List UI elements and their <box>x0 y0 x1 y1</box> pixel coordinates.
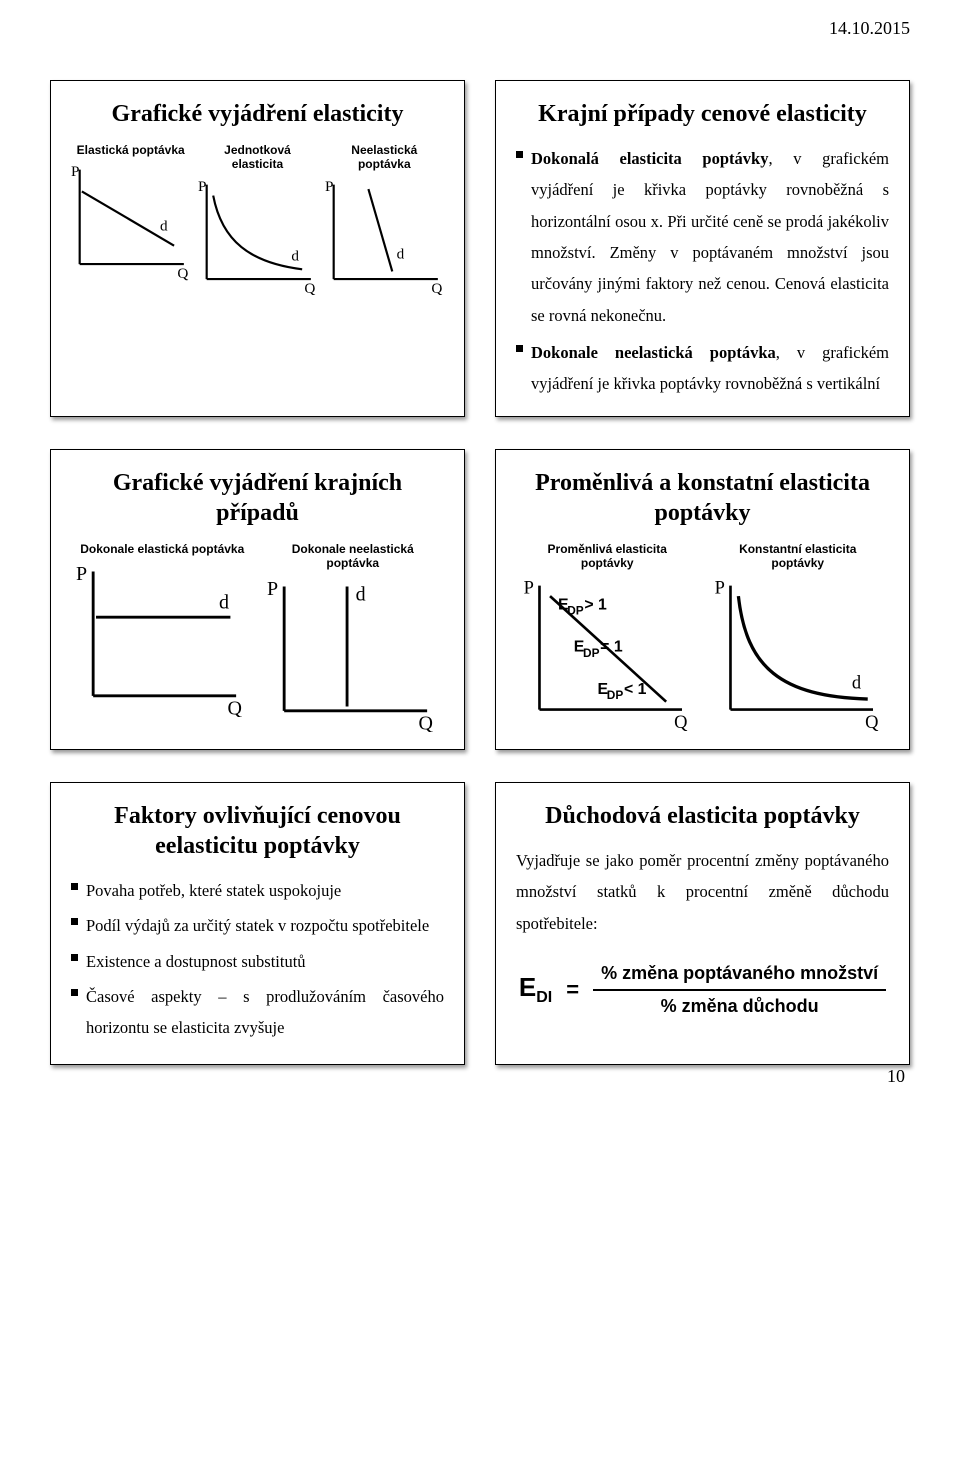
chart-elastic: Elastická poptávka P Q d <box>71 143 190 295</box>
list-item: Povaha potřeb, které statek uspokojuje <box>71 875 444 906</box>
svg-text:d: d <box>396 245 404 262</box>
bullet-icon <box>516 345 523 352</box>
svg-text:d: d <box>852 672 862 692</box>
panel-title: Proměnlivá a konstatní elasticita poptáv… <box>516 468 889 528</box>
bold-term: Dokonale neelastická poptávka <box>531 343 776 362</box>
panel-extreme-cases-text: Krajní případy cenové elasticity Dokonal… <box>495 80 910 417</box>
list-item: Časové aspekty – s prodlužováním časovéh… <box>71 981 444 1044</box>
chart-svg: P Q d <box>325 176 444 295</box>
chart-svg: P Q d <box>76 560 248 717</box>
bullet-icon <box>516 151 523 158</box>
equals-sign: = <box>566 977 579 1003</box>
page-number: 10 <box>887 1066 905 1087</box>
chart-perf-inelastic: Dokonale neelastická poptávka P Q d <box>267 542 439 732</box>
list-item: Existence a dostupnost substitutů <box>71 946 444 977</box>
fraction: % změna poptávaného množství % změna důc… <box>593 961 886 1019</box>
bullet-list: Povaha potřeb, které statek uspokojuje P… <box>71 875 444 1044</box>
numerator: % změna poptávaného množství <box>593 961 886 986</box>
bullet-icon <box>71 918 78 925</box>
svg-text:P: P <box>325 178 333 195</box>
chart-label: Konstantní elasticita poptávky <box>712 542 884 571</box>
fraction-bar <box>593 989 886 991</box>
list-item: Podíl výdajů za určitý statek v rozpočtu… <box>71 910 444 941</box>
para-text: , v grafickém vyjádření je křivka poptáv… <box>531 149 889 325</box>
svg-text:Q: Q <box>304 280 315 295</box>
axis-q: Q <box>177 266 188 281</box>
svg-text:DP: DP <box>568 603 585 617</box>
chart-svg: P Q d <box>267 575 439 732</box>
two-charts-row: Proměnlivá elasticita poptávky P Q E DP … <box>516 542 889 733</box>
chart-svg: P Q E DP > 1 E DP = 1 E DP < 1 <box>521 575 693 733</box>
chart-constant: Konstantní elasticita poptávky P Q d <box>712 542 884 733</box>
svg-text:P: P <box>715 577 725 597</box>
chart-label: Proměnlivá elasticita poptávky <box>521 542 693 571</box>
svg-text:Q: Q <box>228 698 243 718</box>
denominator: % změna důchodu <box>653 994 827 1019</box>
panel-factors: Faktory ovlivňující cenovou eelasticitu … <box>50 782 465 1065</box>
chart-variable: Proměnlivá elasticita poptávky P Q E DP … <box>521 542 693 733</box>
two-charts-row: Dokonale elastická poptávka P Q d Dokona… <box>71 542 444 732</box>
svg-text:> 1: > 1 <box>585 596 608 613</box>
chart-label: Jednotková elasticita <box>198 143 317 172</box>
svg-text:d: d <box>219 592 229 614</box>
svg-text:d: d <box>356 583 366 605</box>
svg-text:< 1: < 1 <box>624 680 647 697</box>
svg-text:d: d <box>291 247 299 264</box>
svg-text:Q: Q <box>865 712 879 732</box>
bullet-icon <box>71 883 78 890</box>
svg-text:DP: DP <box>583 645 600 659</box>
panel-income-elasticity: Důchodová elasticita poptávky Vyjadřuje … <box>495 782 910 1065</box>
three-charts-row: Elastická poptávka P Q d Jednotková elas… <box>71 143 444 295</box>
chart-svg: P Q d <box>712 575 884 733</box>
body-text: Dokonalá elasticita poptávky, v grafické… <box>516 143 889 400</box>
formula-lhs: EDI <box>519 972 552 1007</box>
chart-label: Dokonale elastická poptávka <box>76 542 248 556</box>
svg-text:= 1: = 1 <box>601 638 624 655</box>
page-date: 14.10.2015 <box>829 18 910 39</box>
panel-title: Krajní případy cenové elasticity <box>516 99 889 129</box>
panel-variable-constant: Proměnlivá a konstatní elasticita poptáv… <box>495 449 910 750</box>
formula: EDI = % změna poptávaného množství % změ… <box>516 961 889 1019</box>
chart-label: Neelastická poptávka <box>325 143 444 172</box>
bold-term: Dokonalá elasticita poptávky <box>531 149 768 168</box>
panel-elasticity-charts: Grafické vyjádření elasticity Elastická … <box>50 80 465 417</box>
slide-grid: Grafické vyjádření elasticity Elastická … <box>50 80 910 1065</box>
chart-inelastic: Neelastická poptávka P Q d <box>325 143 444 295</box>
panel-title: Grafické vyjádření elasticity <box>71 99 444 129</box>
chart-perf-elastic: Dokonale elastická poptávka P Q d <box>76 542 248 732</box>
svg-text:Q: Q <box>431 280 442 295</box>
svg-text:Q: Q <box>675 712 689 732</box>
curve-d: d <box>160 218 168 235</box>
chart-svg: P Q d <box>71 161 190 280</box>
axis-p: P <box>71 164 79 181</box>
body-text: Vyjadřuje se jako poměr procentní změny … <box>516 845 889 939</box>
svg-text:DP: DP <box>607 688 624 702</box>
svg-text:P: P <box>76 563 87 585</box>
svg-text:P: P <box>524 577 534 597</box>
chart-label: Elastická poptávka <box>71 143 190 157</box>
panel-title: Grafické vyjádření krajních případů <box>71 468 444 528</box>
panel-title: Faktory ovlivňující cenovou eelasticitu … <box>71 801 444 861</box>
panel-title: Důchodová elasticita poptávky <box>516 801 889 831</box>
svg-text:P: P <box>267 578 278 600</box>
bullet-icon <box>71 989 78 996</box>
bullet-icon <box>71 954 78 961</box>
svg-text:Q: Q <box>419 712 434 732</box>
chart-unit: Jednotková elasticita P Q d <box>198 143 317 295</box>
panel-extreme-cases-charts: Grafické vyjádření krajních případů Doko… <box>50 449 465 750</box>
svg-text:P: P <box>198 178 206 195</box>
chart-label: Dokonale neelastická poptávka <box>267 542 439 571</box>
chart-svg: P Q d <box>198 176 317 295</box>
